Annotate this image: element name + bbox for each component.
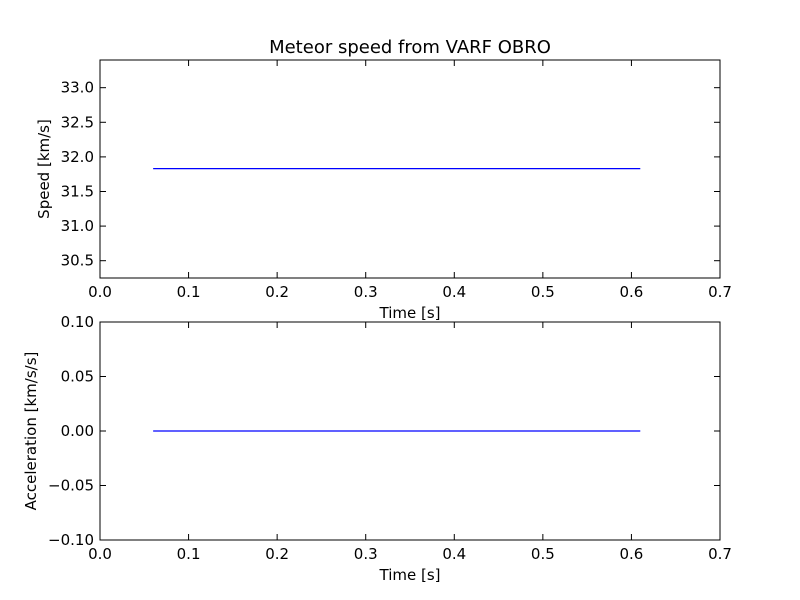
acceleration-y-tick-label: −0.05 — [48, 477, 94, 495]
speed-plot-title: Meteor speed from VARF OBRO — [269, 37, 551, 58]
speed-x-ticks: 0.0 0.1 0.2 0.3 0.4 0.5 0.6 0.7 — [88, 60, 732, 301]
speed-y-tick-label: 32.5 — [61, 113, 94, 131]
acceleration-x-tick-label: 0.2 — [265, 545, 289, 563]
acceleration-y-tick-label: −0.10 — [48, 531, 94, 549]
acceleration-y-tick-label: 0.00 — [61, 422, 94, 440]
acceleration-x-tick-label: 0.0 — [88, 545, 112, 563]
acceleration-x-ticks: 0.0 0.1 0.2 0.3 0.4 0.5 0.6 0.7 — [88, 322, 732, 563]
speed-plot-frame — [99, 59, 721, 279]
speed-plot: Meteor speed from VARF OBRO 0.0 0.1 0.2 0.3… — [35, 37, 732, 322]
speed-y-tick-label: 33.0 — [61, 79, 94, 97]
acceleration-y-tick-label: 0.05 — [61, 368, 94, 386]
speed-y-tick-label: 32.0 — [61, 148, 94, 166]
acceleration-x-tick-label: 0.1 — [177, 545, 201, 563]
acceleration-x-tick-label: 0.3 — [354, 545, 378, 563]
speed-y-tick-label: 30.5 — [61, 252, 94, 270]
speed-x-tick-label: 0.5 — [531, 283, 555, 301]
speed-x-tick-label: 0.1 — [177, 283, 201, 301]
speed-y-ticks: 30.5 31.0 31.5 32.0 32.5 33.0 — [61, 79, 720, 270]
speed-x-tick-label: 0.3 — [354, 283, 378, 301]
speed-x-axis-label: Time [s] — [379, 304, 441, 322]
speed-x-tick-label: 0.6 — [619, 283, 643, 301]
speed-y-axis-label: Speed [km/s] — [35, 119, 53, 219]
acceleration-x-tick-label: 0.7 — [708, 545, 732, 563]
acceleration-x-tick-label: 0.6 — [619, 545, 643, 563]
speed-x-tick-label: 0.0 — [88, 283, 112, 301]
acceleration-y-ticks: −0.10 −0.05 0.00 0.05 0.10 — [48, 313, 720, 549]
speed-x-tick-label: 0.2 — [265, 283, 289, 301]
speed-x-tick-label: 0.4 — [442, 283, 466, 301]
speed-y-tick-label: 31.5 — [61, 182, 94, 200]
acceleration-y-axis-label: Acceleration [km/s/s] — [22, 352, 40, 511]
acceleration-x-axis-label: Time [s] — [379, 566, 441, 584]
acceleration-x-tick-label: 0.4 — [442, 545, 466, 563]
speed-x-tick-label: 0.7 — [708, 283, 732, 301]
acceleration-x-tick-label: 0.5 — [531, 545, 555, 563]
acceleration-y-tick-label: 0.10 — [61, 313, 94, 331]
acceleration-plot: 0.0 0.1 0.2 0.3 0.4 0.5 0.6 0.7 −0.10−0.050.000… — [22, 313, 732, 584]
speed-y-tick-label: 31.0 — [61, 217, 94, 235]
